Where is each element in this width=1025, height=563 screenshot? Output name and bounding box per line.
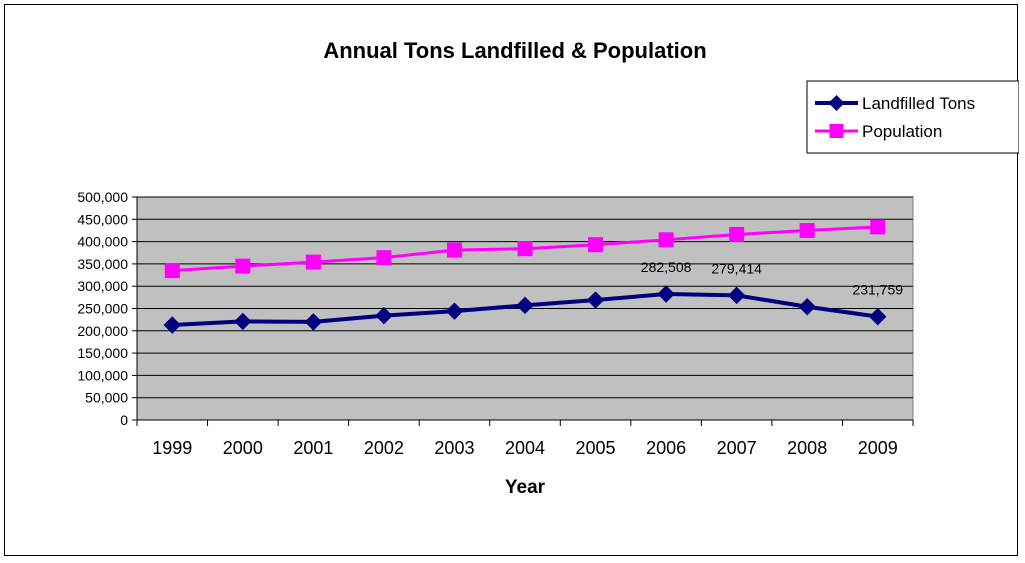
- data-point-landfilled-tons: [163, 316, 181, 334]
- data-point-landfilled-tons: [657, 285, 675, 303]
- data-point-landfilled-tons: [798, 298, 816, 316]
- y-tick-label: 150,000: [77, 345, 128, 361]
- y-tick-label: 250,000: [77, 301, 128, 317]
- data-point-population: [376, 250, 392, 266]
- y-tick-label: 200,000: [77, 323, 128, 339]
- data-point-landfilled-tons: [586, 291, 605, 309]
- y-tick-label: 300,000: [77, 278, 128, 294]
- legend-box: [806, 80, 1020, 154]
- y-tick-label: 500,000: [77, 189, 128, 205]
- data-point-landfilled-tons: [375, 306, 393, 325]
- data-point-population: [446, 242, 462, 258]
- data-point-population: [235, 258, 251, 274]
- data-label: 231,759: [852, 282, 903, 298]
- data-point-landfilled-tons: [304, 313, 323, 331]
- chart-svg: Annual Tons Landfilled & Population 0 50,…: [77, 38, 1020, 498]
- legend-marker-diamond: [828, 95, 845, 111]
- x-tick-label: 2005: [576, 438, 616, 458]
- chart-title: Annual Tons Landfilled & Population: [323, 38, 706, 63]
- x-tick-label: 2003: [434, 438, 474, 458]
- data-point-population: [729, 226, 745, 242]
- data-point-population: [658, 232, 674, 248]
- data-label: 282,508: [641, 259, 692, 275]
- data-point-landfilled-tons: [869, 307, 887, 326]
- data-point-population: [517, 241, 533, 257]
- x-tick-label: 2007: [717, 438, 757, 458]
- data-label: 279,414: [711, 260, 762, 276]
- data-point-landfilled-tons: [727, 286, 746, 305]
- legend-marker-square: [829, 124, 844, 138]
- plot-area: 0 50,000 100,000 150,000 200,000 250,000 300,0…: [77, 189, 914, 458]
- data-point-population: [588, 237, 604, 253]
- y-tick-label: 100,000: [77, 367, 128, 383]
- x-tick-label: 2004: [505, 438, 545, 458]
- y-tick-label: 0: [120, 412, 128, 428]
- data-point-landfilled-tons: [234, 312, 252, 331]
- data-point-population: [305, 254, 321, 270]
- y-tick-label: 450,000: [77, 211, 128, 227]
- data-point-population: [799, 222, 815, 238]
- legend-label: Population: [862, 122, 942, 141]
- x-tick-label: 2001: [293, 438, 333, 458]
- y-tick-label: 400,000: [77, 234, 128, 250]
- chart-frame: Annual Tons Landfilled & Population 0 50,…: [4, 4, 1020, 556]
- legend: Landfilled Tons Population: [806, 80, 1020, 154]
- y-tick-label: 350,000: [77, 256, 128, 272]
- data-point-population: [870, 219, 886, 235]
- data-point-landfilled-tons: [445, 302, 464, 320]
- x-tick-label: 2008: [787, 438, 827, 458]
- legend-label: Landfilled Tons: [862, 94, 975, 113]
- x-tick-label: 2009: [858, 438, 898, 458]
- x-tick-label: 2002: [364, 438, 404, 458]
- y-tick-label: 50,000: [85, 390, 128, 406]
- x-tick-label: 2000: [223, 438, 263, 458]
- data-point-population: [164, 263, 180, 279]
- x-axis-label: Year: [505, 477, 546, 498]
- x-tick-label: 2006: [646, 438, 686, 458]
- x-tick-label: 1999: [152, 438, 192, 458]
- data-point-landfilled-tons: [516, 296, 534, 315]
